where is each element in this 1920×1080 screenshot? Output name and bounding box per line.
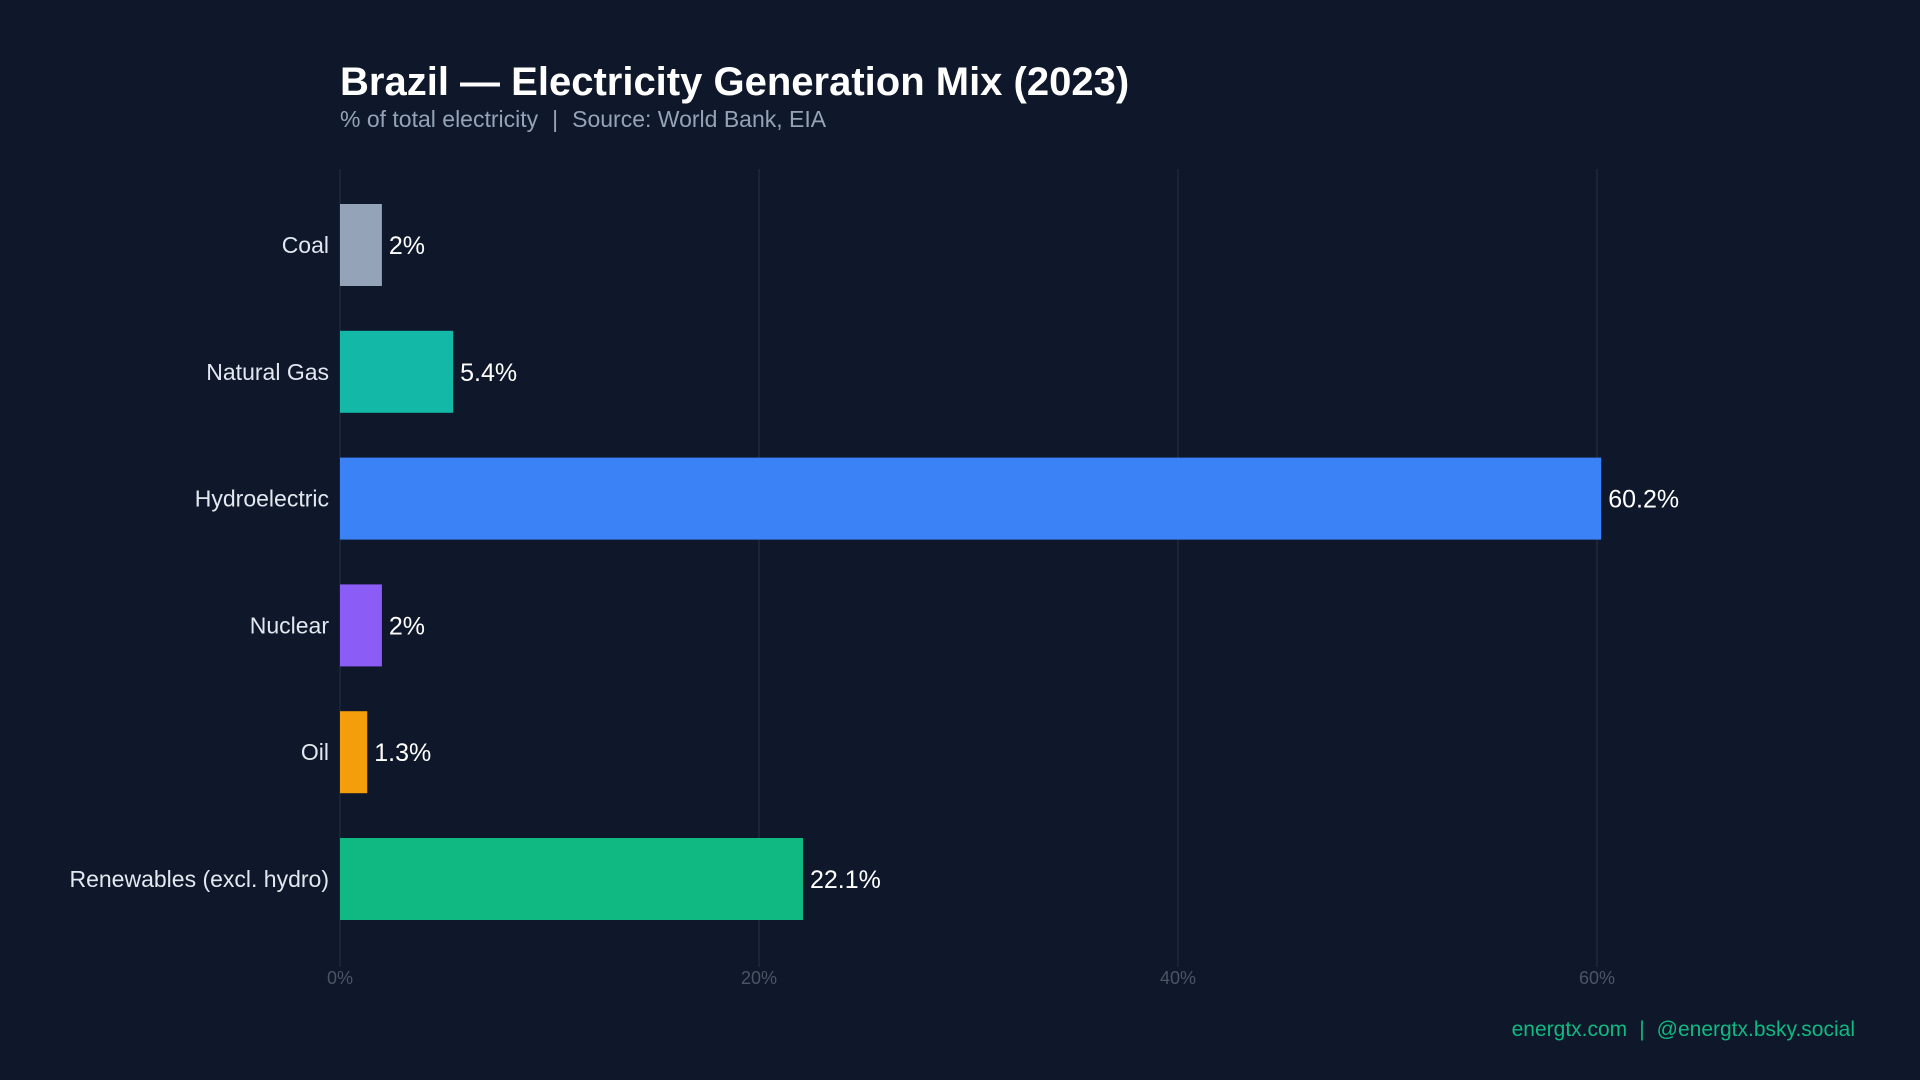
value-label: 60.2%	[1608, 486, 1679, 514]
gridlines	[339, 169, 1598, 967]
footer-separator: |	[1639, 1018, 1644, 1041]
footer: energtx.com | @energtx.bsky.social	[1512, 1018, 1855, 1041]
x-tick-label: 0%	[327, 968, 353, 988]
x-tick-label: 40%	[1160, 968, 1196, 988]
footer-social[interactable]: @energtx.bsky.social	[1657, 1018, 1855, 1041]
category-label: Renewables (excl. hydro)	[69, 866, 329, 892]
x-tick-label: 20%	[741, 968, 777, 988]
separator: |	[552, 106, 558, 132]
source-text: Source: World Bank, EIA	[572, 106, 827, 132]
category-label: Coal	[282, 232, 329, 258]
bar-group: Nuclear 2%	[250, 584, 425, 667]
bar-group: Oil 1.3%	[301, 711, 431, 794]
footer-site[interactable]: energtx.com	[1512, 1018, 1628, 1041]
category-label: Oil	[301, 739, 329, 765]
value-label: 1.3%	[374, 739, 431, 767]
chart-title: Brazil — Electricity Generation Mix (202…	[340, 60, 1129, 104]
bar-group: Natural Gas 5.4%	[206, 330, 517, 413]
bar-group: Hydroelectric 60.2%	[195, 457, 1679, 540]
bar-group: Coal 2%	[282, 204, 425, 286]
category-label: Hydroelectric	[195, 486, 329, 512]
bar	[340, 711, 368, 794]
value-label: 5.4%	[460, 359, 517, 387]
bar	[340, 838, 803, 920]
value-label: 2%	[389, 612, 425, 640]
x-axis-ticks: 0% 20% 40% 60%	[327, 968, 1615, 988]
bar	[340, 204, 382, 286]
category-label: Nuclear	[250, 612, 330, 638]
bar	[340, 457, 1602, 540]
bar	[340, 330, 454, 413]
chart-subtitle: % of total electricity | Source: World Ban…	[340, 106, 827, 132]
x-tick-label: 60%	[1579, 968, 1615, 988]
value-label: 22.1%	[810, 866, 881, 894]
bar	[340, 584, 382, 667]
value-label: 2%	[389, 232, 425, 260]
category-label: Natural Gas	[206, 359, 329, 385]
bars: Coal 2% Natural Gas 5.4% Hydroelectric 60.2% N…	[69, 204, 1679, 920]
subtitle-text: % of total electricity	[340, 106, 539, 132]
bar-group: Renewables (excl. hydro) 22.1%	[69, 838, 881, 920]
